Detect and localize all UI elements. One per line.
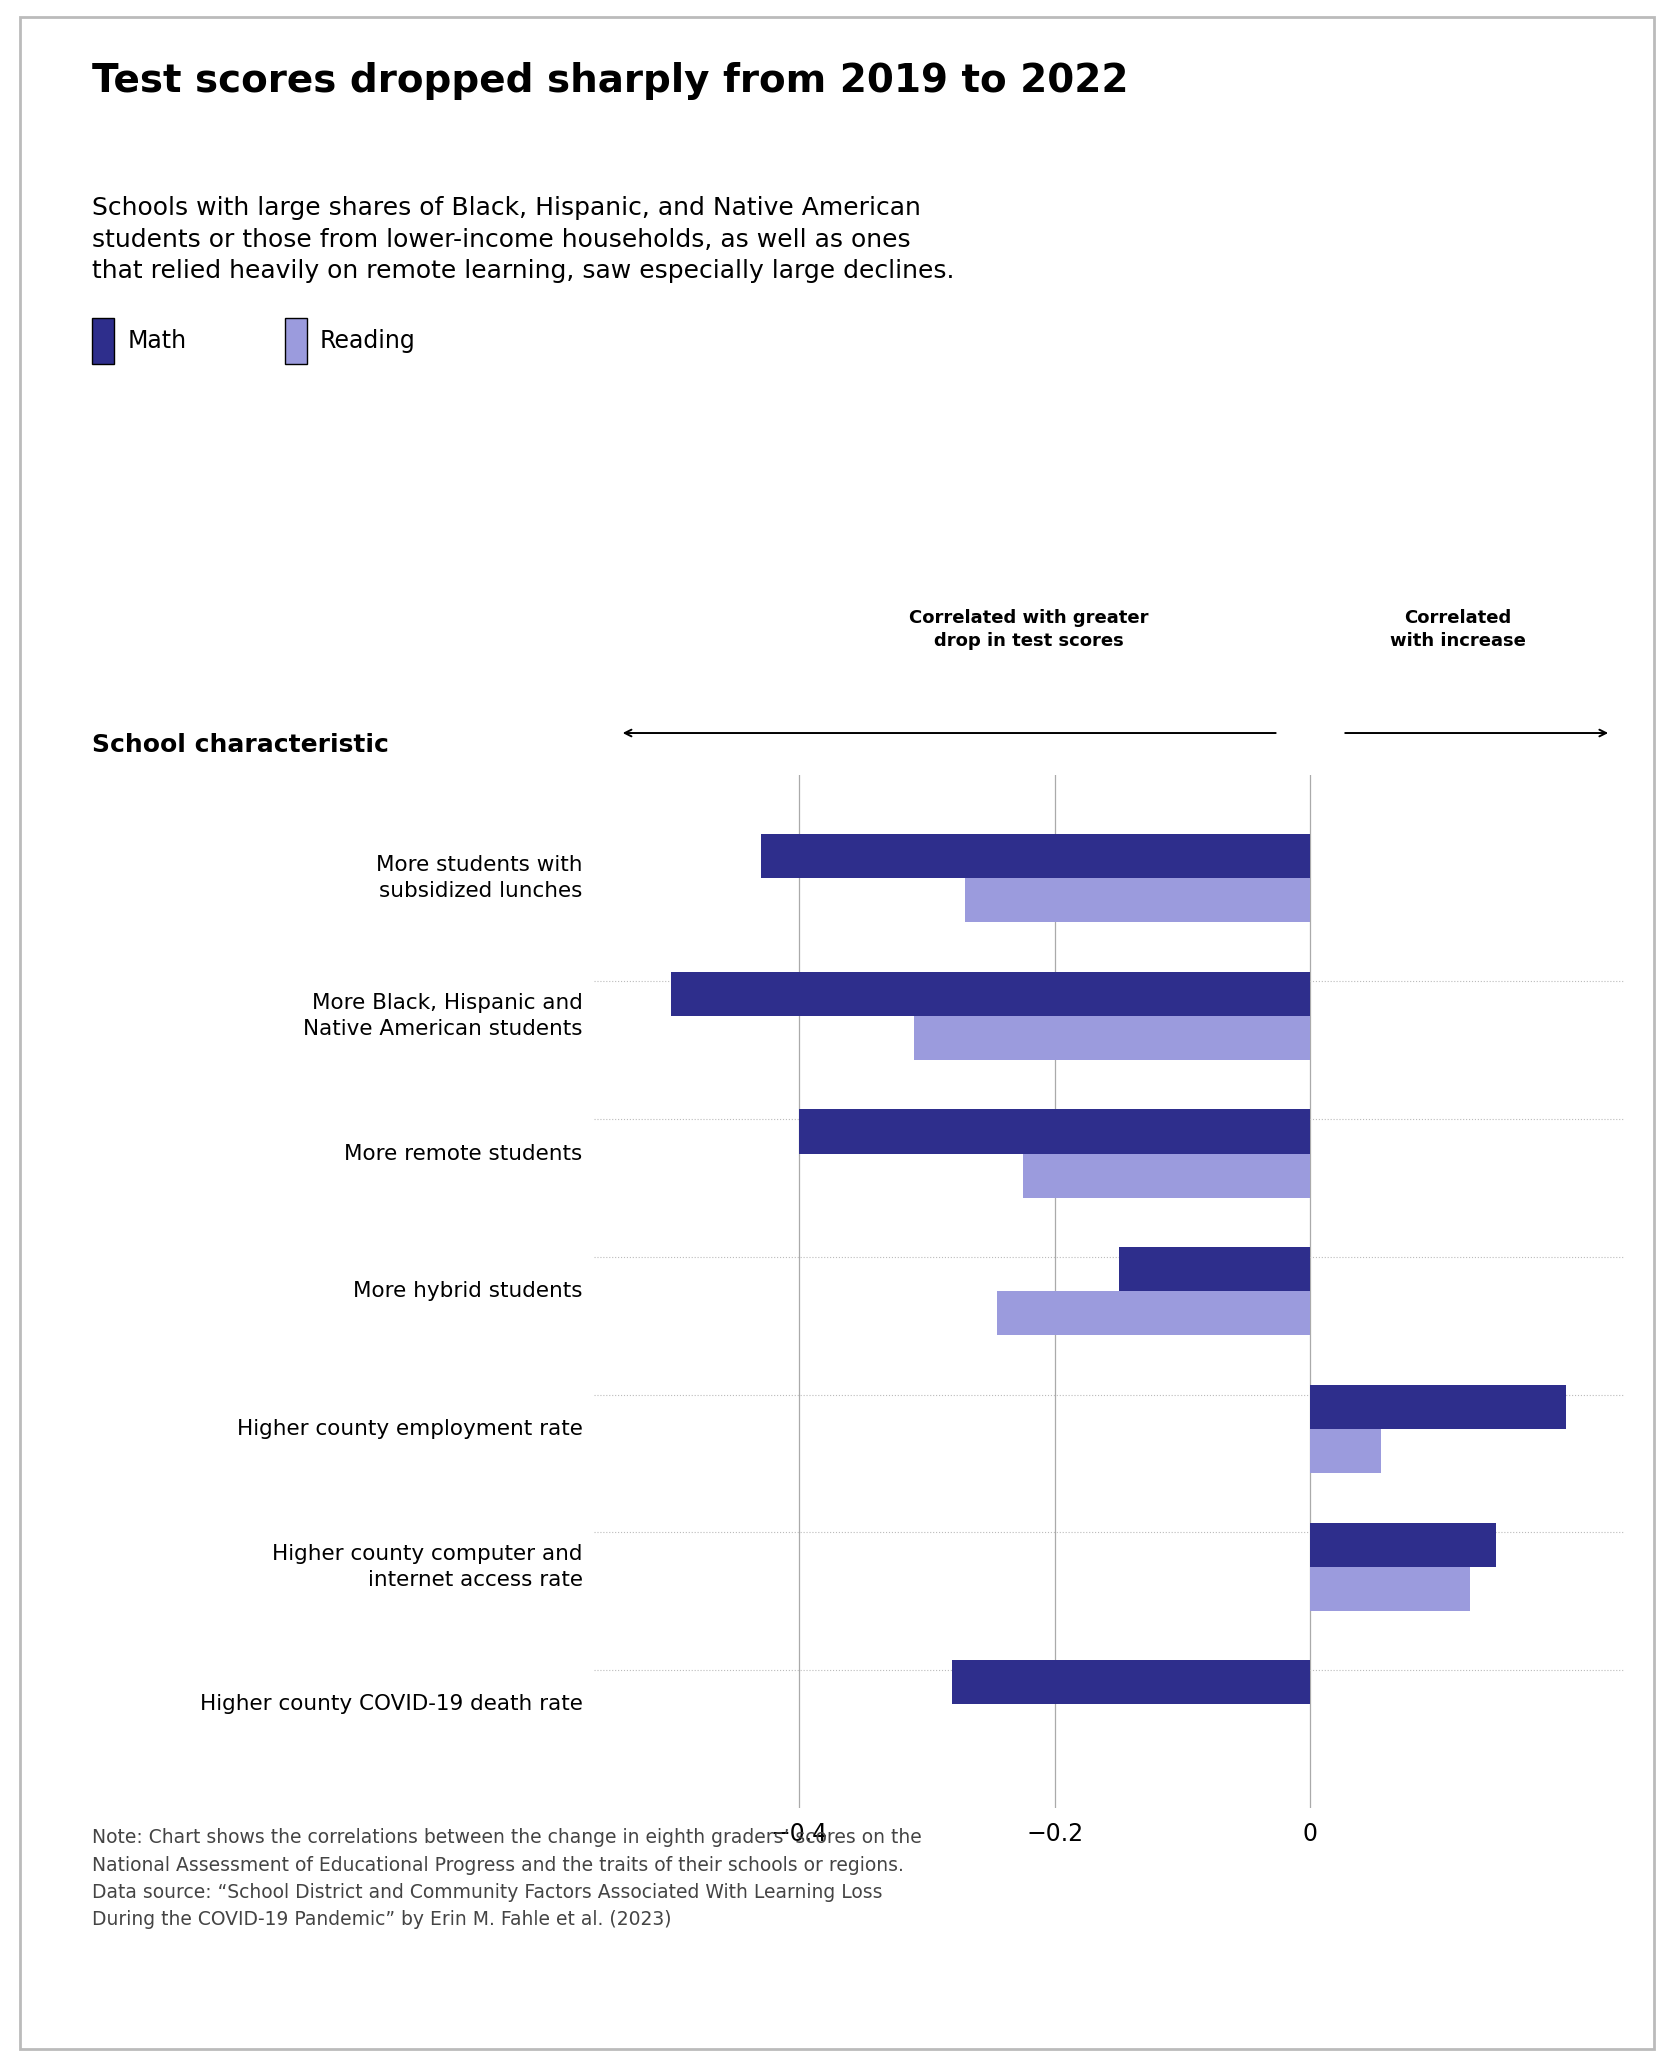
Bar (1310, 1384, 1566, 1430)
Text: Correlated
with increase: Correlated with increase (1389, 609, 1524, 649)
Text: More remote students: More remote students (345, 1142, 582, 1163)
Bar (965, 878, 1310, 921)
Text: Note: Chart shows the correlations between the change in eighth graders’ scores : Note: Chart shows the correlations betwe… (92, 1828, 922, 1930)
Bar (913, 1016, 1310, 1060)
Bar (1310, 1523, 1496, 1566)
Text: Reading: Reading (320, 328, 415, 353)
Bar (997, 1291, 1310, 1335)
Text: More students with
subsidized lunches: More students with subsidized lunches (376, 855, 582, 901)
Bar (671, 971, 1310, 1016)
Bar (798, 1109, 1310, 1153)
Text: School characteristic: School characteristic (92, 733, 388, 758)
Text: Higher county employment rate: Higher county employment rate (236, 1419, 582, 1440)
Bar (952, 1661, 1310, 1704)
Text: Correlated with greater
drop in test scores: Correlated with greater drop in test sco… (908, 609, 1148, 649)
Bar (1310, 1430, 1380, 1473)
Text: Higher county COVID-19 death rate: Higher county COVID-19 death rate (199, 1694, 582, 1715)
Bar (1118, 1248, 1310, 1291)
Bar (1310, 1566, 1469, 1611)
Bar (1022, 1153, 1310, 1198)
Text: Test scores dropped sharply from 2019 to 2022: Test scores dropped sharply from 2019 to… (92, 62, 1128, 99)
Text: Higher county computer and
internet access rate: Higher county computer and internet acce… (273, 1543, 582, 1589)
Text: Math: Math (127, 328, 187, 353)
Text: Schools with large shares of Black, Hispanic, and Native American
students or th: Schools with large shares of Black, Hisp… (92, 196, 954, 283)
Text: More Black, Hispanic and
Native American students: More Black, Hispanic and Native American… (303, 994, 582, 1039)
Text: More hybrid students: More hybrid students (353, 1281, 582, 1302)
Bar (760, 835, 1310, 878)
